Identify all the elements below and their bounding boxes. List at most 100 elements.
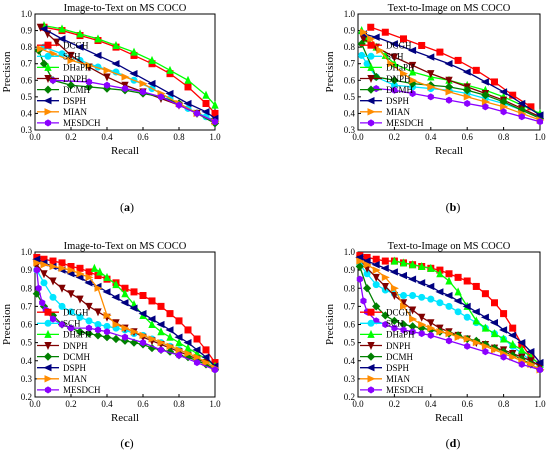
x-tick-label: 0.4 bbox=[101, 399, 113, 409]
data-point-dcgh bbox=[500, 310, 508, 318]
data-point-sch bbox=[409, 291, 417, 299]
data-point-mesdch bbox=[94, 326, 102, 334]
data-point-mesdch bbox=[175, 351, 183, 359]
legend-label-sch: SCH bbox=[386, 52, 404, 62]
data-point-mian bbox=[139, 79, 148, 88]
data-point-mian bbox=[40, 261, 49, 269]
data-point-mian bbox=[409, 76, 418, 84]
data-point-mian bbox=[130, 328, 139, 336]
data-point-mesdch bbox=[157, 93, 165, 101]
data-point-sch bbox=[427, 295, 435, 303]
data-point-mesdch bbox=[35, 284, 42, 292]
x-tick-label: 1.0 bbox=[209, 399, 221, 409]
data-point-dnph bbox=[67, 290, 75, 299]
data-point-mian bbox=[359, 28, 368, 36]
data-point-dnph bbox=[94, 308, 102, 317]
data-point-dcmh bbox=[372, 302, 381, 311]
data-point-dcmh bbox=[66, 81, 76, 90]
data-point-sch bbox=[58, 302, 66, 310]
data-point-mian bbox=[112, 320, 121, 329]
data-point-dsph bbox=[471, 308, 480, 316]
data-point-dcmh bbox=[463, 86, 472, 95]
data-point-dcmh bbox=[84, 329, 94, 338]
data-point-dcgh bbox=[372, 255, 380, 263]
x-tick-label: 0.2 bbox=[65, 132, 76, 142]
data-point-dcgh bbox=[472, 282, 480, 290]
data-point-dsph bbox=[444, 60, 453, 68]
data-point-dcgh bbox=[193, 335, 201, 343]
data-point-dcgh bbox=[472, 66, 480, 74]
data-point-mesdch bbox=[121, 333, 129, 341]
legend-marker-mesdch bbox=[367, 386, 375, 394]
legend-marker-dhaph bbox=[367, 329, 375, 338]
series-mian bbox=[359, 28, 545, 124]
legend-marker-dhaph bbox=[367, 62, 375, 71]
data-point-dsph bbox=[462, 302, 471, 311]
data-point-mian bbox=[94, 284, 103, 292]
data-point-dhaph bbox=[166, 332, 174, 341]
y-tick-label: 0.8 bbox=[344, 283, 356, 293]
data-point-mian bbox=[381, 273, 390, 282]
data-point-mian bbox=[445, 329, 454, 338]
data-point-mian bbox=[157, 338, 166, 347]
chart-panel-2: 0.0 0.2 0.4 0.6 0.8 1.0 0.3 0.4 0.5 0.6 0.7 0.8 0.9 1… bbox=[324, 3, 546, 214]
data-point-dsph bbox=[517, 99, 526, 108]
data-point-dnph bbox=[390, 291, 399, 301]
data-point-dhaph bbox=[481, 323, 490, 332]
x-tick-label: 0.4 bbox=[101, 132, 113, 142]
data-point-dsph bbox=[102, 288, 111, 296]
data-point-mesdch bbox=[409, 89, 416, 98]
data-point-dnph bbox=[418, 313, 426, 322]
y-tick-label: 0.7 bbox=[344, 59, 356, 69]
data-point-mesdch bbox=[400, 326, 407, 334]
legend-label-mesdch: MESDCH bbox=[386, 118, 424, 128]
data-point-dnph bbox=[103, 73, 111, 82]
legend-marker-mian bbox=[44, 375, 53, 383]
data-point-mesdch bbox=[356, 275, 363, 283]
data-point-mesdch bbox=[409, 328, 416, 336]
series-line-mesdch bbox=[376, 87, 541, 123]
legend-label-dsph: DSPH bbox=[63, 96, 87, 106]
data-point-mian bbox=[121, 324, 130, 332]
data-point-sch bbox=[445, 302, 453, 310]
data-point-mian bbox=[103, 66, 112, 75]
data-point-dcgh bbox=[509, 324, 517, 332]
data-point-dcmh bbox=[75, 327, 85, 336]
data-point-mian bbox=[76, 270, 85, 278]
data-point-mesdch bbox=[85, 324, 93, 332]
data-point-dsph bbox=[398, 271, 408, 280]
data-point-dsph bbox=[371, 261, 380, 269]
data-point-mesdch bbox=[536, 366, 544, 374]
legend-marker-dcgh bbox=[367, 41, 375, 49]
data-point-dhaph bbox=[184, 75, 192, 84]
data-point-dnph bbox=[85, 302, 93, 311]
data-point-dcgh bbox=[381, 257, 389, 265]
legend-label-dcmh: DCMH bbox=[386, 85, 414, 95]
data-point-dcgh bbox=[49, 257, 57, 265]
data-point-dhaph bbox=[184, 343, 192, 352]
data-point-dsph bbox=[499, 88, 508, 96]
y-tick-label: 0.2 bbox=[21, 392, 32, 402]
panel-caption: (b) bbox=[446, 200, 461, 214]
y-tick-label: 0.6 bbox=[344, 320, 356, 330]
data-point-dcgh bbox=[166, 310, 174, 318]
chart-title: Text-to-Image on MS COCO bbox=[388, 241, 511, 252]
data-point-dsph bbox=[165, 326, 174, 334]
legend-label-sch: SCH bbox=[63, 52, 81, 62]
data-point-dhaph bbox=[499, 334, 508, 343]
x-tick-label: 0.8 bbox=[498, 132, 510, 142]
data-point-dsph bbox=[535, 358, 544, 367]
y-tick-label: 1.0 bbox=[344, 9, 356, 19]
data-point-mesdch bbox=[518, 360, 525, 368]
legend-marker-dcmh bbox=[366, 85, 376, 94]
y-tick-label: 0.4 bbox=[344, 356, 356, 366]
data-point-dcmh bbox=[390, 316, 399, 325]
data-point-dnph bbox=[40, 270, 48, 279]
y-tick-label: 1.0 bbox=[344, 247, 356, 257]
legend-label-dsph: DSPH bbox=[63, 363, 87, 373]
data-point-mesdch bbox=[49, 315, 57, 323]
data-point-sch bbox=[49, 293, 57, 301]
legend-marker-dhaph bbox=[44, 329, 52, 338]
data-point-mian bbox=[376, 46, 385, 55]
